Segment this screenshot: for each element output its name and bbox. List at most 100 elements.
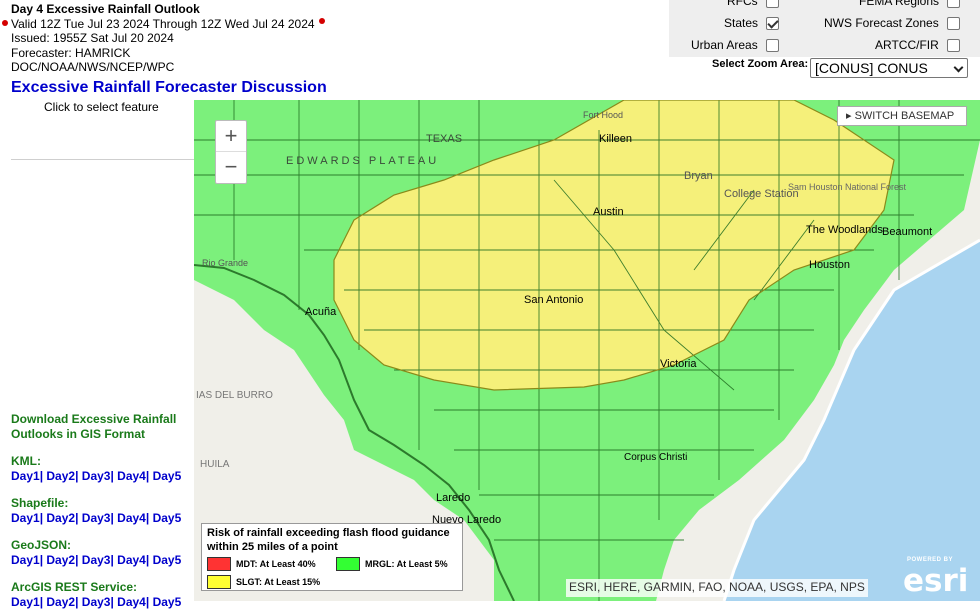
label-fort-hood: Fort Hood (583, 110, 624, 120)
layer-artcc-checkbox[interactable] (946, 38, 960, 52)
kml-day3-link[interactable]: Day3 (81, 469, 111, 483)
layer-urban[interactable]: Urban Areas (691, 38, 779, 52)
arcgis-day5-link[interactable]: Day5 (152, 595, 182, 609)
arcgis-day3-link[interactable]: Day3 (81, 595, 111, 609)
layer-controls-panel (669, 0, 980, 57)
layer-artcc[interactable]: ARTCC/FIR (875, 38, 960, 52)
shp-day5-link[interactable]: Day5 (152, 511, 182, 525)
zoom-area-value: [CONUS] CONUS (815, 60, 928, 76)
layer-artcc-label: ARTCC/FIR (875, 38, 939, 52)
label-corpus-christi: Corpus Christi (624, 452, 688, 463)
label-edwards-plateau: EDWARDS PLATEAU (286, 155, 440, 167)
gis-downloads-heading: Download Excessive Rainfall Outlooks in … (11, 412, 191, 442)
geojson-day4-link[interactable]: Day4 (117, 553, 146, 567)
arcgis-section: ArcGIS REST Service: Day1| Day2| Day3| D… (11, 580, 181, 610)
layer-states-checkbox[interactable] (766, 16, 780, 30)
label-bryan: Bryan (684, 170, 713, 182)
layer-rfcs-checkbox[interactable] (765, 0, 779, 8)
mrgl-label: MRGL: At Least 5% (365, 559, 448, 569)
layer-nws-zones-checkbox[interactable] (946, 16, 960, 30)
office: DOC/NOAA/NWS/NCEP/WPC (11, 60, 175, 74)
mdt-label: MDT: At Least 40% (236, 559, 316, 569)
layer-urban-label: Urban Areas (691, 38, 758, 52)
arcgis-day1-link[interactable]: Day1 (11, 595, 40, 609)
geojson-day2-link[interactable]: Day2 (46, 553, 76, 567)
layer-fema[interactable]: FEMA Regions (859, 0, 961, 8)
zoom-area-select[interactable]: [CONUS] CONUS (810, 58, 968, 78)
valid-time: Valid 12Z Tue Jul 23 2024 Through 12Z We… (11, 16, 315, 31)
layer-urban-checkbox[interactable] (765, 38, 779, 52)
arcgis-links: Day1| Day2| Day3| Day4| Day5 (11, 595, 182, 609)
shapefile-links: Day1| Day2| Day3| Day4| Day5 (11, 511, 182, 525)
map-canvas (194, 100, 980, 601)
kml-day1-link[interactable]: Day1 (11, 469, 40, 483)
forecaster-discussion-link[interactable]: Excessive Rainfall Forecaster Discussion (11, 79, 327, 96)
label-victoria: Victoria (660, 358, 697, 370)
layer-nws-zones[interactable]: NWS Forecast Zones (824, 16, 960, 30)
kml-section: KML: Day1| Day2| Day3| Day4| Day5 (11, 454, 181, 484)
shp-day4-link[interactable]: Day4 (117, 511, 146, 525)
arcgis-day4-link[interactable]: Day4 (117, 595, 146, 609)
valid-marker-left-icon (2, 20, 8, 26)
kml-day2-link[interactable]: Day2 (46, 469, 76, 483)
zoom-area-label: Select Zoom Area: (712, 58, 809, 70)
esri-logo[interactable]: POWERED BY esri (901, 557, 968, 599)
geojson-day5-link[interactable]: Day5 (152, 553, 182, 567)
zoom-in-button[interactable]: + (216, 121, 246, 152)
zoom-out-button[interactable]: − (224, 154, 238, 179)
rainfall-outlook-map[interactable]: TEXAS EDWARDS PLATEAU Fort Hood Killeen … (194, 100, 980, 601)
label-del-burro: IAS DEL BURRO (196, 390, 273, 401)
shp-day2-link[interactable]: Day2 (46, 511, 76, 525)
mrgl-swatch (336, 557, 360, 571)
geojson-day1-link[interactable]: Day1 (11, 553, 40, 567)
label-the-woodlands: The Woodlands (806, 224, 883, 236)
gis-heading-text: Download Excessive Rainfall Outlooks in … (11, 412, 177, 441)
esri-powered-by: POWERED BY (907, 557, 954, 563)
slgt-label: SLGT: At Least 15% (236, 577, 321, 587)
layer-rfcs[interactable]: RFCs (727, 0, 779, 8)
kml-links: Day1| Day2| Day3| Day4| Day5 (11, 469, 182, 483)
switch-basemap-label: SWITCH BASEMAP (854, 110, 955, 122)
shp-day1-link[interactable]: Day1 (11, 511, 40, 525)
geojson-links: Day1| Day2| Day3| Day4| Day5 (11, 553, 182, 567)
map-attribution: ESRI, HERE, GARMIN, FAO, NOAA, USGS, EPA… (566, 579, 868, 597)
click-prompt: Click to select feature (44, 100, 159, 114)
kml-label: KML: (11, 454, 41, 468)
label-laredo: Laredo (436, 492, 471, 504)
slgt-outline (333, 100, 895, 391)
label-houston: Houston (809, 259, 850, 271)
slgt-area (334, 100, 894, 390)
coastline (722, 238, 980, 601)
label-huila: HUILA (200, 459, 230, 470)
kml-day5-link[interactable]: Day5 (152, 469, 182, 483)
play-arrow-icon: ▸ (846, 110, 855, 122)
slgt-swatch (207, 575, 231, 589)
label-austin: Austin (593, 206, 624, 218)
kml-day4-link[interactable]: Day4 (117, 469, 146, 483)
label-rio-grande: Rio Grande (202, 258, 249, 268)
esri-wordmark: esri (903, 563, 969, 599)
label-san-antonio: San Antonio (524, 294, 584, 306)
layer-states[interactable]: States (724, 16, 780, 30)
layer-states-label: States (724, 16, 759, 30)
layer-nws-zones-label: NWS Forecast Zones (824, 16, 939, 30)
layer-fema-checkbox[interactable] (947, 0, 961, 8)
arcgis-day2-link[interactable]: Day2 (46, 595, 76, 609)
legend-title: Risk of rainfall exceeding flash flood g… (207, 527, 450, 553)
label-sam-houston: Sam Houston National Forest (788, 182, 907, 192)
label-college-station: College Station (724, 188, 799, 200)
geojson-section: GeoJSON: Day1| Day2| Day3| Day4| Day5 (11, 538, 181, 568)
geojson-day3-link[interactable]: Day3 (81, 553, 111, 567)
gulf-water (724, 240, 980, 601)
arcgis-label: ArcGIS REST Service: (11, 580, 138, 594)
layer-rfcs-label: RFCs (727, 0, 758, 8)
outlook-info: Day 4 Excessive Rainfall Outlook Valid 1… (11, 2, 315, 75)
risk-legend: Risk of rainfall exceeding flash flood g… (201, 523, 463, 591)
switch-basemap-button[interactable]: ▸ SWITCH BASEMAP (837, 106, 967, 126)
sidebar-divider (11, 159, 194, 160)
shp-day3-link[interactable]: Day3 (81, 511, 111, 525)
label-acuna: Acuña (305, 306, 337, 318)
geojson-label: GeoJSON: (11, 538, 72, 552)
label-killeen: Killeen (599, 133, 633, 145)
map-zoom-control: + − (215, 120, 247, 184)
